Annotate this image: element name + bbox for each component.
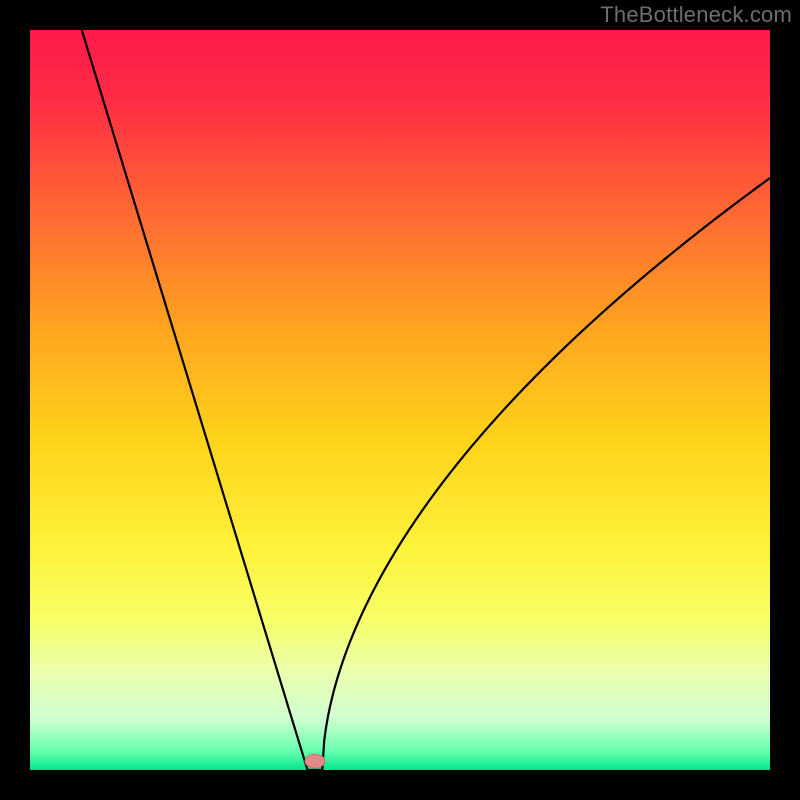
minimum-marker xyxy=(305,754,325,768)
watermark-text: TheBottleneck.com xyxy=(600,2,792,28)
plot-background-gradient xyxy=(30,30,770,770)
chart-wrapper: TheBottleneck.com xyxy=(0,0,800,800)
bottleneck-chart xyxy=(0,0,800,800)
